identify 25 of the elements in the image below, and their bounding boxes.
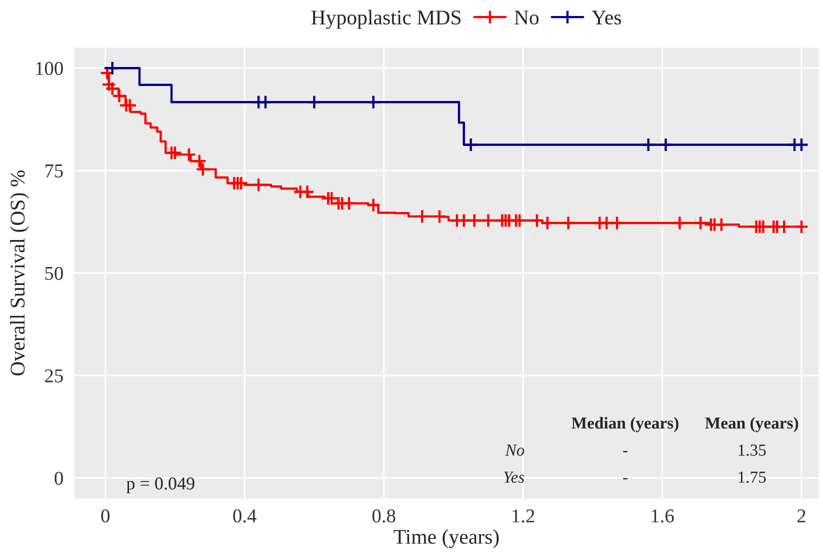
y-tick-label: 50: [45, 266, 63, 280]
annotation: Mean (years): [705, 416, 798, 432]
x-tick-label: 1.6: [652, 509, 674, 523]
annotation: Median (years): [572, 416, 678, 432]
y-tick-label: 0: [54, 472, 63, 485]
x-tick-label: 1.2: [512, 509, 534, 523]
legend-label: No: [514, 10, 539, 25]
x-tick-label: 0.8: [372, 509, 396, 523]
x-tick-label: 0: [101, 509, 110, 522]
y-axis-title: Overall Survival (OS) %: [10, 170, 29, 376]
legend-title: Hypoplastic MDS: [311, 10, 461, 29]
annotation: -: [623, 451, 628, 452]
y-tick-label: 75: [45, 164, 63, 178]
y-tick-label: 100: [36, 62, 63, 76]
x-tick-label: 0.4: [233, 509, 256, 523]
annotation: Yes: [504, 472, 524, 483]
annotation: p = 0.049: [126, 477, 194, 494]
x-axis-title: Time (years): [394, 529, 499, 548]
annotation: 1.35: [738, 444, 766, 456]
annotation: 1.75: [738, 472, 766, 483]
annotation: No: [505, 444, 524, 456]
annotation: -: [623, 478, 628, 480]
x-tick-label: 2: [797, 509, 806, 522]
legend-label: Yes: [592, 10, 622, 25]
y-tick-label: 25: [45, 369, 63, 382]
